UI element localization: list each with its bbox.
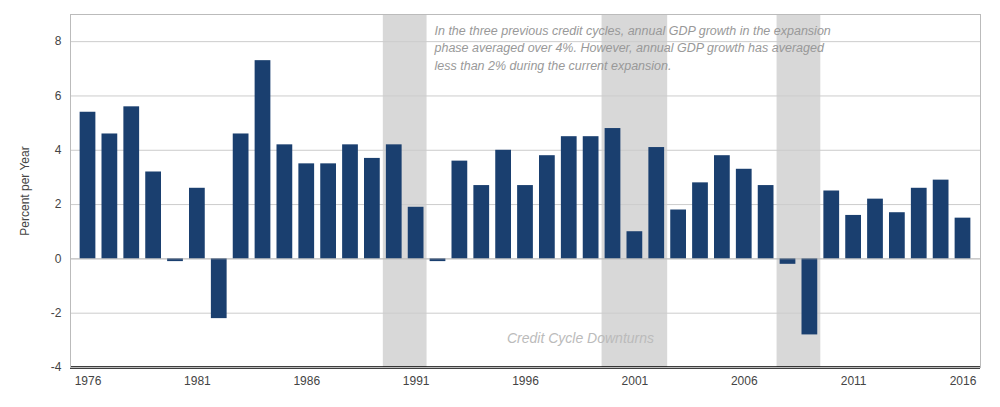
svg-text:2011: 2011	[841, 374, 867, 388]
svg-text:1996: 1996	[512, 374, 539, 388]
svg-text:1986: 1986	[293, 374, 320, 388]
svg-text:2: 2	[55, 197, 62, 211]
svg-text:2001: 2001	[622, 374, 649, 388]
svg-text:2006: 2006	[731, 374, 758, 388]
svg-text:In the three previous credit c: In the three previous credit cycles, ann…	[434, 24, 831, 73]
svg-text:1981: 1981	[184, 374, 211, 388]
svg-text:8: 8	[55, 34, 62, 48]
svg-text:-2: -2	[51, 306, 62, 320]
svg-text:-4: -4	[51, 360, 62, 374]
svg-text:1991: 1991	[403, 374, 430, 388]
svg-text:6: 6	[55, 89, 62, 103]
svg-text:2016: 2016	[950, 374, 977, 388]
svg-text:0: 0	[55, 252, 62, 266]
svg-text:Percent per Year: Percent per Year	[18, 146, 32, 235]
svg-text:4: 4	[55, 143, 62, 157]
svg-text:Credit Cycle Downturns: Credit Cycle Downturns	[507, 330, 654, 346]
svg-text:1976: 1976	[75, 374, 102, 388]
